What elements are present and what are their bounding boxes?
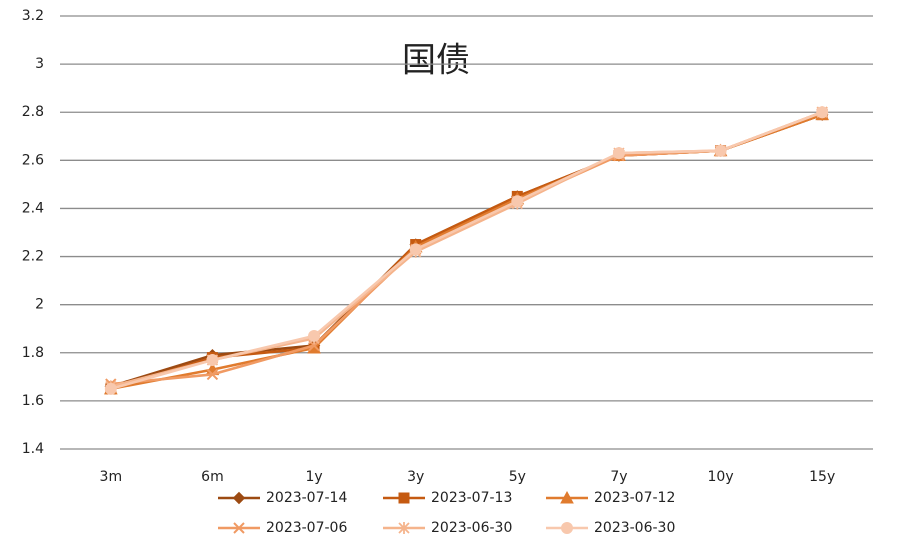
legend-label: 2023-07-13 bbox=[431, 490, 512, 506]
marker bbox=[612, 147, 625, 160]
y-tick-label: 3 bbox=[35, 56, 44, 72]
legend-marker bbox=[233, 522, 245, 534]
marker bbox=[714, 144, 727, 157]
legend-label: 2023-07-12 bbox=[594, 490, 675, 506]
y-tick-label: 2 bbox=[35, 297, 44, 313]
legend-label: 2023-06-30 bbox=[594, 520, 675, 536]
legend-label: 2023-07-14 bbox=[266, 490, 347, 506]
y-tick-label: 1.6 bbox=[22, 393, 44, 409]
y-tick-label: 2.8 bbox=[22, 104, 44, 120]
x-tick-label: 6m bbox=[201, 469, 224, 485]
legend-label: 2023-06-30 bbox=[431, 520, 512, 536]
legend-marker bbox=[232, 491, 246, 505]
marker bbox=[409, 243, 422, 256]
marker bbox=[308, 329, 321, 342]
marker bbox=[206, 368, 219, 381]
x-tick-label: 15y bbox=[809, 469, 835, 485]
marker bbox=[104, 382, 117, 395]
y-tick-label: 2.6 bbox=[22, 152, 44, 168]
legend-label: 2023-07-06 bbox=[266, 520, 347, 536]
marker bbox=[511, 195, 524, 208]
legend-marker bbox=[398, 492, 410, 504]
x-tick-label: 3y bbox=[407, 469, 424, 485]
series-line bbox=[110, 111, 823, 391]
x-tick-label: 10y bbox=[708, 469, 734, 485]
marker bbox=[206, 353, 219, 366]
legend-marker bbox=[561, 522, 573, 534]
x-tick-label: 5y bbox=[509, 469, 526, 485]
y-tick-label: 1.4 bbox=[22, 441, 44, 457]
y-tick-label: 3.2 bbox=[22, 8, 44, 24]
x-tick-label: 1y bbox=[305, 469, 322, 485]
y-tick-label: 1.8 bbox=[22, 345, 44, 361]
y-tick-label: 2.2 bbox=[22, 249, 44, 265]
legend-marker bbox=[398, 522, 410, 534]
x-tick-label: 3m bbox=[100, 469, 123, 485]
legend-marker bbox=[560, 490, 574, 504]
marker bbox=[816, 106, 829, 119]
y-tick-label: 2.4 bbox=[22, 200, 44, 216]
chart-title: 国债 bbox=[402, 41, 470, 81]
x-tick-label: 7y bbox=[610, 469, 627, 485]
